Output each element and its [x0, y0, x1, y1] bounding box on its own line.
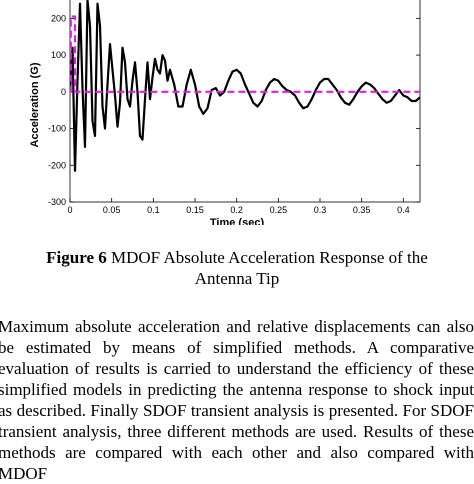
input-series-line — [70, 15, 420, 93]
axis-ticks: 0 0.05 0.1 0.15 0.2 0.25 0.3 0.35 0.4 -300 -200 -10… — [48, 13, 420, 215]
y-tick-label: 0 — [61, 87, 66, 97]
y-tick-label: -300 — [48, 197, 66, 207]
x-axis-label: Time (sec) — [210, 217, 265, 225]
x-tick-label: 0.4 — [397, 205, 410, 215]
x-tick-label: 0.05 — [103, 205, 121, 215]
x-tick-label: 0 — [67, 205, 72, 215]
y-tick-label: -100 — [48, 124, 66, 134]
figure-caption-text: MDOF Absolute Acceleration Response of t… — [106, 248, 428, 288]
y-axis-label: Acceleration (G) — [29, 62, 41, 147]
x-tick-label: 0.3 — [314, 205, 327, 215]
figure-label: Figure 6 — [46, 248, 107, 267]
x-tick-label: 0.1 — [147, 205, 160, 215]
response-series-line — [70, 0, 420, 172]
x-tick-label: 0.25 — [270, 205, 288, 215]
x-tick-label: 0.15 — [186, 205, 204, 215]
x-tick-label: 0.2 — [230, 205, 243, 215]
plot-frame — [69, 0, 421, 203]
y-tick-label: -200 — [48, 160, 66, 170]
series-layer — [70, 0, 420, 172]
y-tick-label: 200 — [51, 13, 66, 23]
x-tick-label: 0.35 — [353, 205, 371, 215]
body-paragraph: Maximum absolute acceleration and relati… — [0, 317, 474, 483]
plot-area — [69, 0, 421, 203]
y-tick-label: 100 — [51, 50, 66, 60]
acceleration-chart: 0 0.05 0.1 0.15 0.2 0.25 0.3 0.35 0.4 -300 -200 -10… — [29, 0, 421, 225]
figure-caption: Figure 6 MDOF Absolute Acceleration Resp… — [20, 247, 454, 289]
